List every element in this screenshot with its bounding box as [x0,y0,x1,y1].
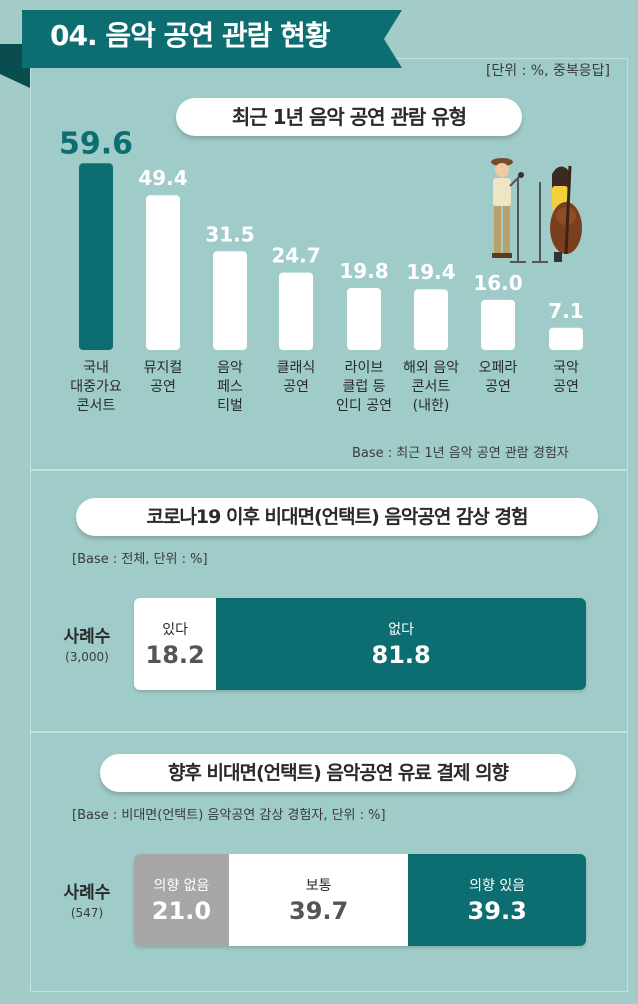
category-label-5-2: (내한) [413,398,450,414]
segment-value: 81.8 [371,641,431,669]
section2-title: 코로나19 이후 비대면(언택트) 음악공연 감상 경험 [76,498,598,536]
segment-label: 의향 없음 [153,878,210,894]
cases-label: 사례수 [63,627,111,647]
unit-note: [단위 : %, 중복응답] [485,63,610,79]
category-label-2-1: 페스 [217,379,243,395]
section1-title: 최근 1년 음악 공연 관람 유형 [176,98,522,136]
bar-6 [481,299,515,350]
segment-label: 있다 [162,622,188,638]
segment-value: 39.7 [289,897,349,925]
category-label-6-1: 공연 [485,379,511,395]
segment-label: 보통 [305,878,332,894]
segment-2: 의향 있음 39.3 [408,854,586,946]
section3-base: [Base : 비대면(언택트) 음악공연 감상 경험자, 단위 : %] [72,808,386,823]
category-label-1-1: 공연 [150,379,176,395]
bar-5 [414,289,448,350]
category-label-0-2: 콘서트 [77,398,116,414]
cases-label: 사례수 [63,883,111,903]
category-label-5-0: 해외 음악 [403,360,459,376]
category-label-7-0: 국악 [553,360,579,376]
section2-base: [Base : 전체, 단위 : %] [72,552,208,567]
segment-0: 있다 18.2 [134,598,217,690]
category-label-3-1: 공연 [283,379,309,395]
category-label-4-2: 인디 공연 [336,398,392,414]
category-label-1-0: 뮤지컬 [144,360,183,376]
category-label-4-0: 라이브 [345,360,384,376]
bar-3 [279,272,313,350]
category-label-5-1: 콘서트 [412,379,451,395]
bar-7 [549,327,583,350]
page-title: 04. 음악 공연 관람 현황 [50,19,331,52]
bar-2 [213,251,247,350]
section3-title: 향후 비대면(언택트) 음악공연 유료 결제 의향 [100,754,576,792]
category-label-0-0: 국내 [83,360,109,376]
segment-label: 의향 있음 [469,878,526,894]
bar-1 [146,195,180,350]
value-label-1: 49.4 [138,166,187,190]
category-label-2-0: 음악 [217,360,243,376]
segment-0: 의향 없음 21.0 [134,854,229,946]
value-label-2: 31.5 [205,222,254,246]
value-label-0: 59.6 [59,126,133,161]
segment-value: 21.0 [151,897,212,925]
payment-intent-stacked-bar: 의향 없음 21.0 보통 39.7 의향 있음 39.3 [134,854,586,946]
category-label-6-0: 오페라 [479,360,518,376]
segment-label: 없다 [388,622,414,638]
value-label-3: 24.7 [271,244,320,268]
value-label-5: 19.4 [406,260,455,284]
category-label-4-1: 클럽 등 [342,379,385,395]
musicians-illustration [491,158,582,263]
category-label-3-0: 클래식 [277,360,316,376]
segment-value: 39.3 [467,897,527,925]
segment-1: 보통 39.7 [228,854,409,946]
category-label-7-1: 공연 [553,379,579,395]
category-label-2-2: 티벌 [217,398,243,414]
segment-value: 18.2 [145,641,205,669]
segment-1: 없다 81.8 [216,598,586,690]
experience-stacked-bar: 있다 18.2 없다 81.8 [134,598,586,690]
section1-base: Base : 최근 1년 음악 공연 관람 경험자 [352,446,569,461]
title-banner [22,10,402,68]
viewing-types-chart: 59.6국내대중가요콘서트49.4뮤지컬공연31.5음악페스티벌24.7클래식공… [59,126,584,414]
value-label-6: 16.0 [473,271,522,295]
value-label-7: 7.1 [548,299,583,323]
bar-4 [347,287,381,350]
value-label-4: 19.8 [339,259,388,283]
cases-count: (547) [70,906,104,920]
cases-count: (3,000) [65,650,109,664]
category-label-0-1: 대중가요 [70,379,122,395]
bar-0 [79,163,113,350]
